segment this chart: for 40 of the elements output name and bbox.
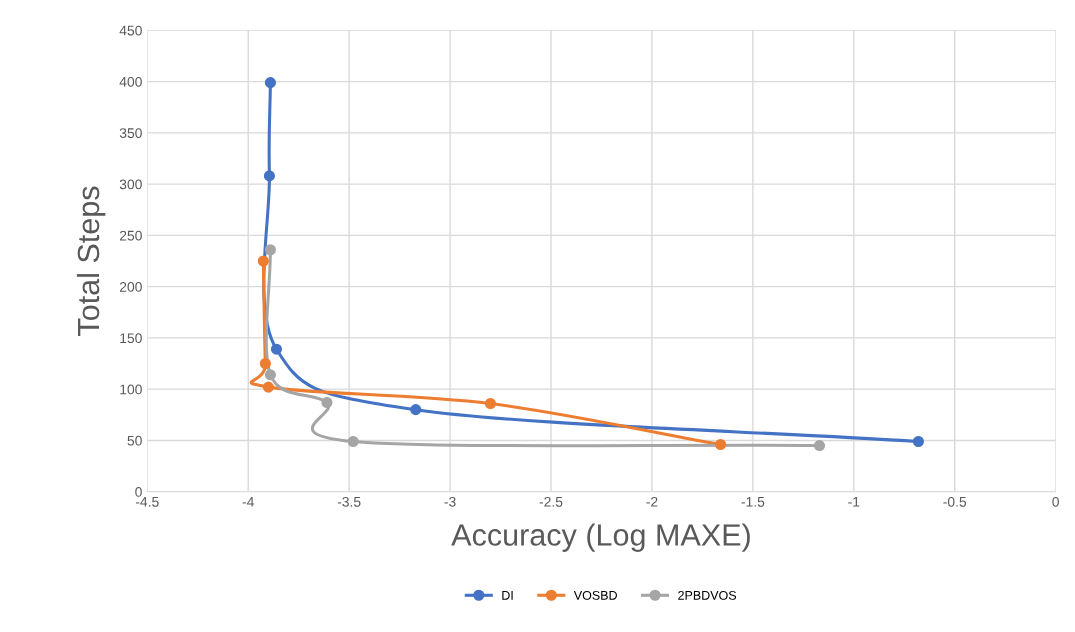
point: [347, 435, 359, 448]
y-tick-label: 450: [119, 25, 142, 36]
y-tick-label: 150: [120, 333, 142, 344]
y-tick-label: 250: [119, 230, 142, 241]
point: [410, 404, 422, 416]
point: [321, 396, 333, 409]
point: [270, 343, 283, 355]
point: [259, 357, 271, 370]
point: [264, 369, 276, 381]
x-axis-title: Accuracy (Log MAXE): [451, 523, 750, 552]
x-tick-label: -3: [444, 496, 456, 507]
y-axis-title: Total Steps: [76, 186, 106, 336]
x-tick-label: -1.5: [741, 497, 765, 507]
point: [484, 397, 496, 410]
y-tick-label: 0: [135, 487, 142, 497]
point: [262, 381, 274, 393]
point: [257, 255, 269, 267]
y-tick-label: 350: [119, 128, 142, 139]
x-tick-label: -4.5: [135, 497, 159, 507]
legend-label: DI: [502, 591, 513, 600]
x-tick-label: 0: [1052, 496, 1059, 507]
x-tick-label: -2.5: [539, 496, 563, 507]
y-tick-label: 300: [119, 179, 142, 190]
x-tick-label: -1: [848, 497, 860, 507]
y-tick-label: 50: [127, 435, 142, 446]
y-tick-label: 100: [120, 384, 142, 395]
legend-label: 2PBDVOS: [678, 590, 737, 600]
point: [912, 435, 924, 448]
point: [264, 77, 276, 89]
y-tick-label: 200: [119, 281, 142, 292]
point: [715, 438, 727, 451]
x-tick-label: -3.5: [337, 496, 361, 507]
x-tick-label: -2: [646, 496, 658, 507]
point: [263, 170, 275, 182]
y-tick-label: 400: [119, 76, 142, 87]
point: [813, 440, 826, 452]
x-tick-label: -4: [242, 497, 254, 507]
legend-label: VOSBD: [573, 590, 617, 600]
point: [264, 244, 276, 256]
x-tick-label: -0.5: [943, 496, 967, 507]
